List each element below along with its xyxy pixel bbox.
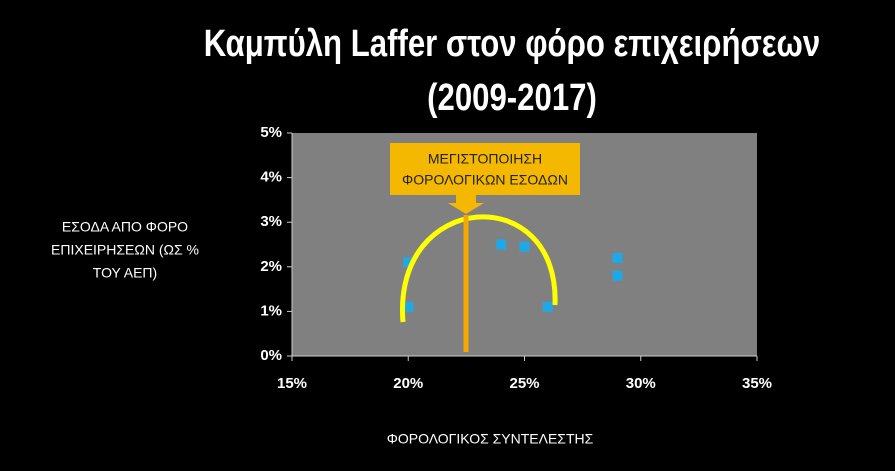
annotation-text: ΜΕΓΙΣΤΟΠΟΙΗΣΗ xyxy=(428,151,542,167)
laffer-curve xyxy=(400,214,558,323)
x-tick-label: 15% xyxy=(277,375,307,392)
point xyxy=(542,301,553,312)
y-tick-label: 2% xyxy=(260,258,282,275)
y-axis-label: ΤΟΥ ΑΕΠ) xyxy=(93,265,157,281)
annotation-box xyxy=(390,143,580,195)
point xyxy=(496,239,507,250)
chart-subtitle: (2009-2017) xyxy=(427,77,597,119)
y-tick-label: 1% xyxy=(260,302,282,319)
x-axis-label: ΦΟΡΟΛΟΓΙΚΟΣ ΣΥΝΤΕΛΕΣΤΗΣ xyxy=(387,431,594,447)
annotation-arrow xyxy=(448,195,484,214)
point xyxy=(403,257,414,268)
annotation-text: ΦΟΡΟΛΟΓΙΚΩΝ ΕΣΟΔΩΝ xyxy=(402,172,568,188)
point xyxy=(403,301,414,312)
x-tick-label: 20% xyxy=(393,375,423,392)
x-tick-label: 30% xyxy=(626,375,656,392)
y-tick-label: 3% xyxy=(260,213,282,230)
y-tick-label: 4% xyxy=(260,169,282,186)
point xyxy=(519,241,530,252)
x-tick-label: 35% xyxy=(742,375,772,392)
y-tick-label: 5% xyxy=(260,124,282,141)
x-tick-label: 25% xyxy=(509,375,539,392)
y-tick-label: 0% xyxy=(260,347,282,364)
point xyxy=(612,252,623,263)
y-axis-label: ΕΣΟΔΑ ΑΠΟ ΦΟΡΟ xyxy=(62,219,188,235)
chart-title: Καμπύλη Laffer στον φόρο επιχειρήσεων xyxy=(204,23,820,65)
point xyxy=(612,270,623,281)
y-axis-label: ΕΠΙΧΕΙΡΗΣΕΩΝ (ΩΣ % xyxy=(51,242,199,258)
